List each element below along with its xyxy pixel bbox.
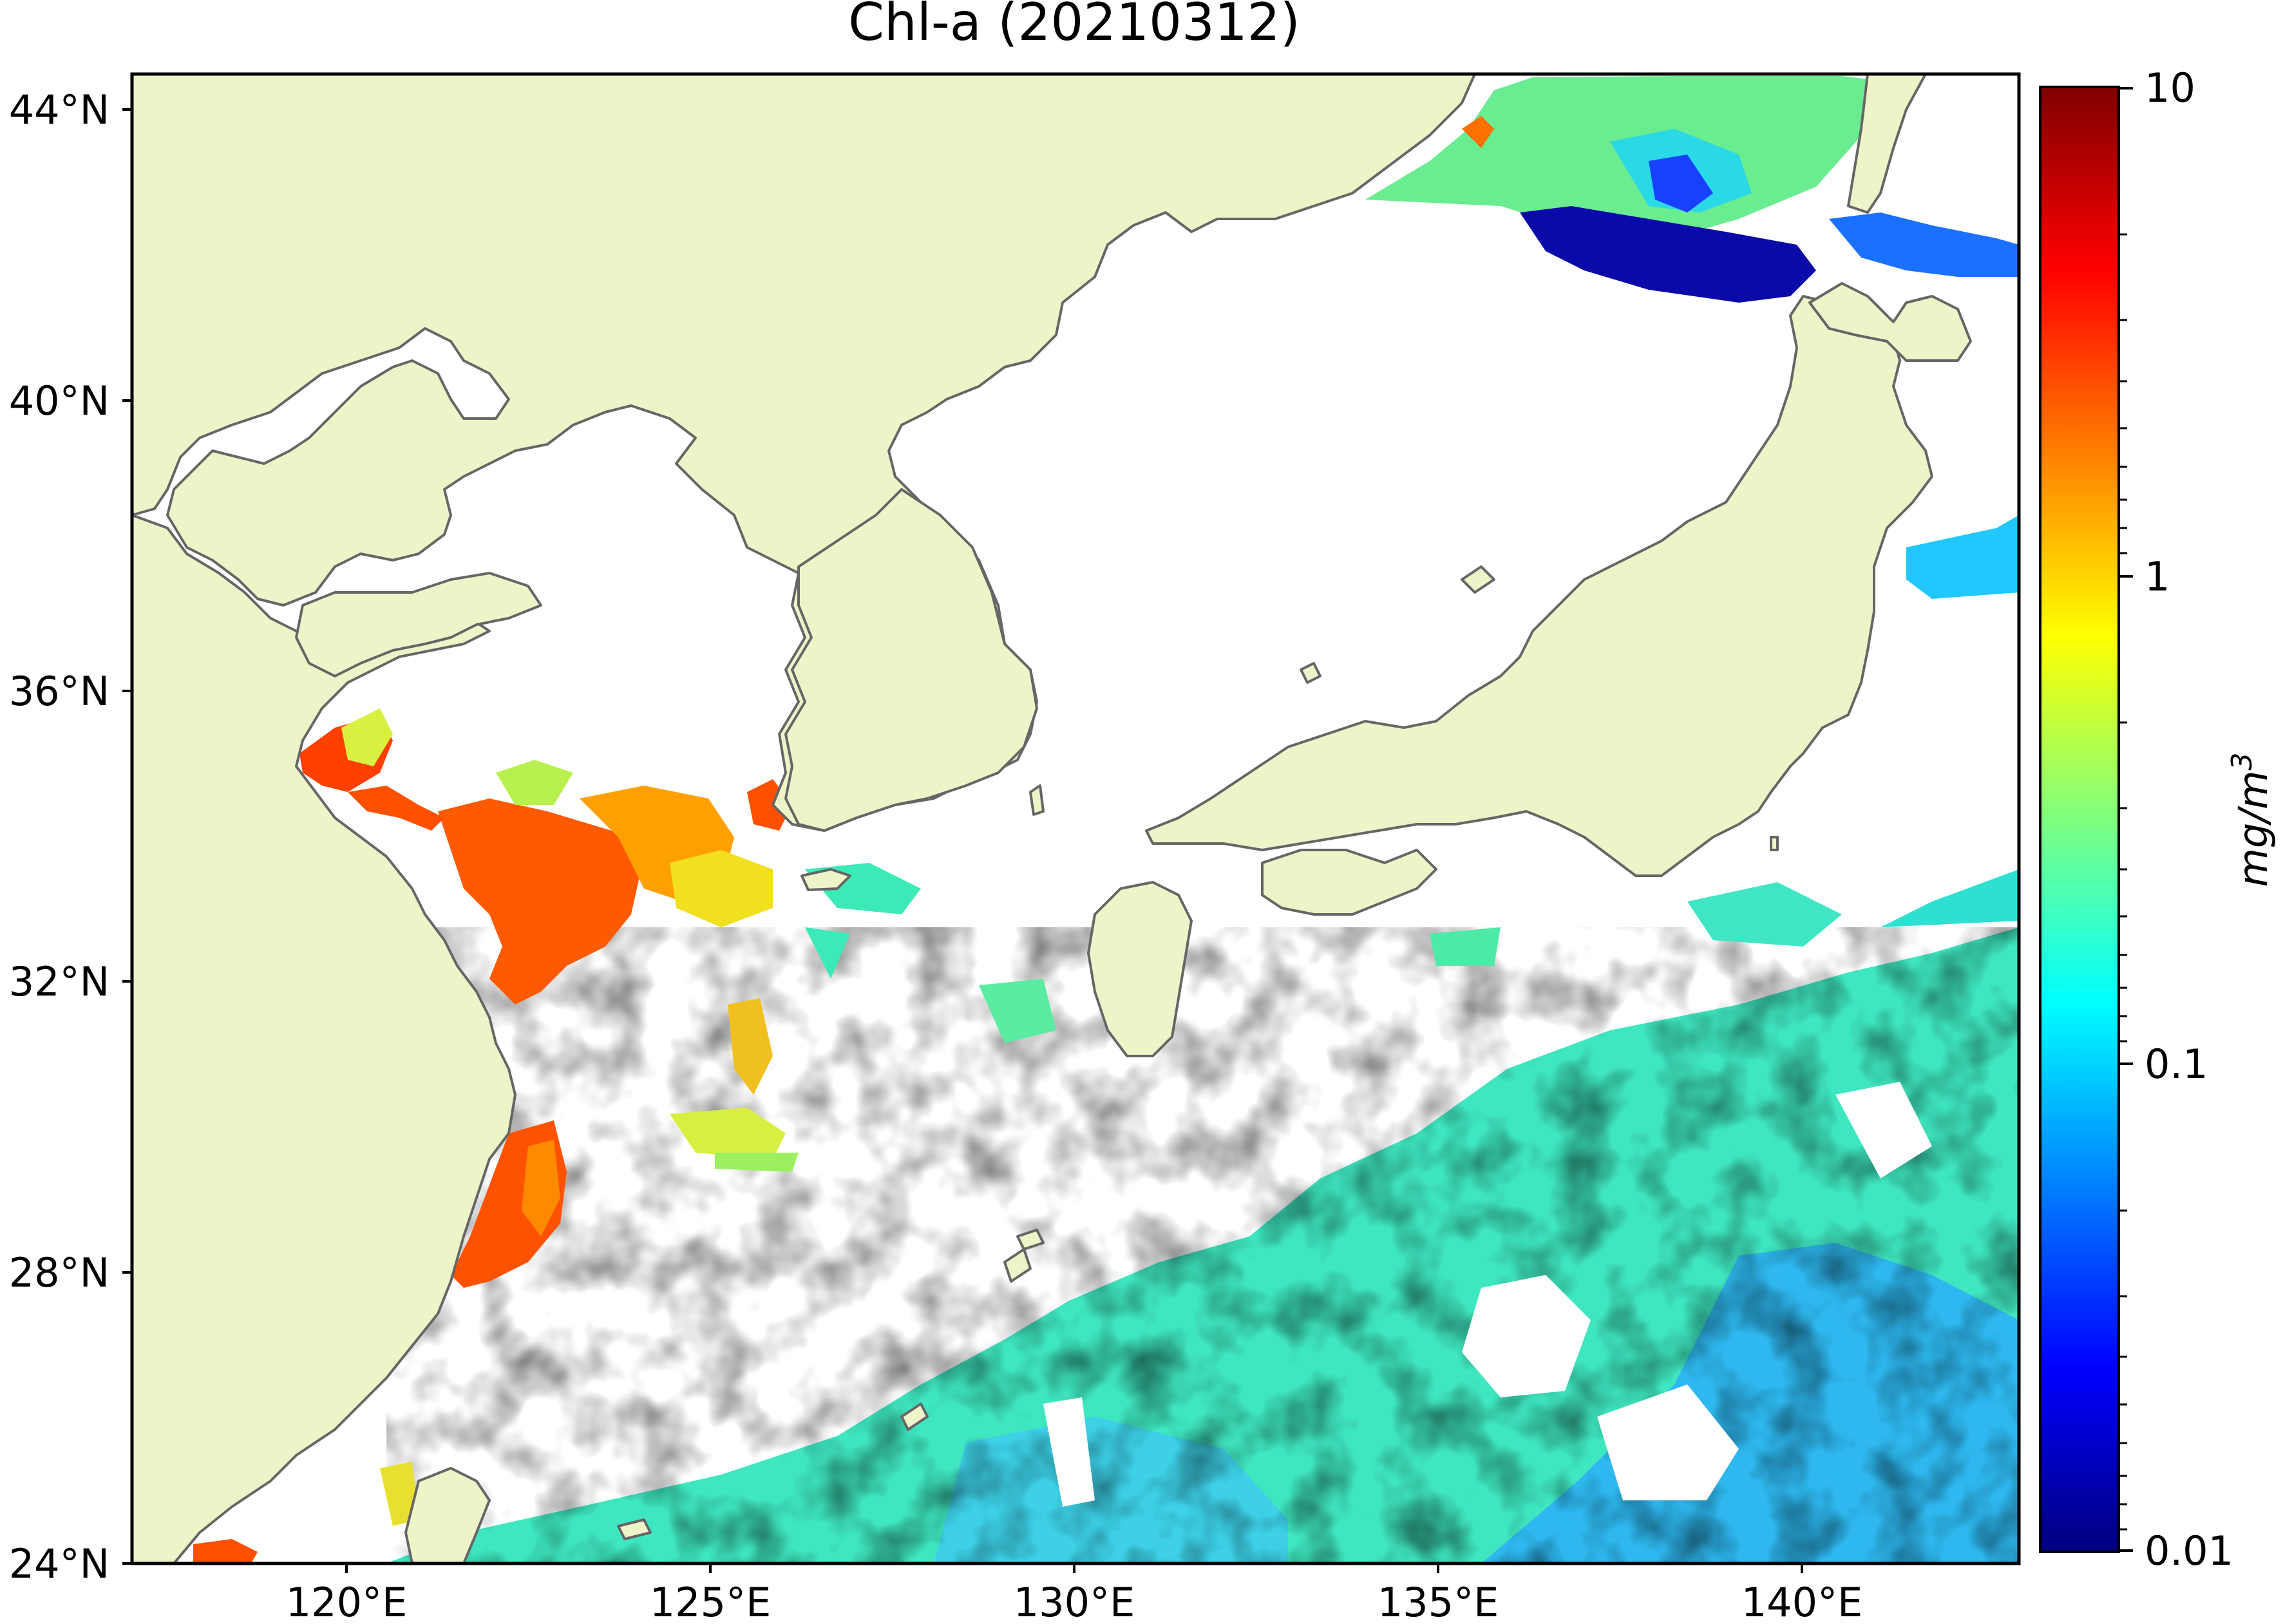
lon-tick-label: 140°E [1741,1579,1863,1624]
land-korea [784,488,1038,832]
lon-tick-label: 130°E [1014,1579,1135,1624]
lon-tick-label: 120°E [286,1579,408,1624]
chl-patch-zhejiang-inner [522,1140,560,1236]
land-asia-mainland [132,74,1476,832]
chl-patch-ecs-2 [979,979,1056,1043]
chl-patch-yellowsea-yellow [670,850,773,927]
colorbar: 10 1 0.1 0.01 mg/m3 [2039,64,2277,1574]
chl-patch-lowchl-north-blue [1649,155,1713,212]
lat-tick-label: 28°N [9,1249,109,1296]
colorbar-tick-label: 0.1 [2145,1041,2208,1088]
chl-patch-pacific-east [1880,869,2019,927]
chl-patch-yangtze-plume [438,798,644,1005]
lat-tick-label: 44°N [9,86,109,133]
map-title: Chl-a (20210312) [848,0,1300,52]
chl-patch-ecs-orange-strips [728,998,773,1095]
lon-axis: 120°E 125°E 130°E 135°E 140°E [286,1563,1863,1624]
colorbar-tick-label: 1 [2145,553,2170,600]
land-sado [1461,565,1495,594]
land-oki [1300,662,1321,684]
chl-patch-fujian-south [193,1539,258,1563]
land-taiwan [404,1467,491,1563]
map-area [132,74,2019,1563]
chl-patch-ecs-3 [805,927,850,979]
chl-patch-shikoku-s [1687,882,1842,947]
land-sakhalin [1847,74,1927,214]
cloud-gap [1835,1082,1932,1178]
chl-patch-primorye-orange [1462,116,1494,148]
lat-tick-label: 32°N [9,958,109,1005]
chl-patch-tatar [1829,212,2019,277]
chl-patch-ecs-yellow [670,1108,786,1159]
chl-patch-shandong-yellow [341,708,393,766]
chlorophyll-field [193,76,2019,1563]
land-hokkaido [1808,282,1972,362]
cloud-texture [386,927,2019,1563]
land-amami [1003,1248,1032,1283]
land-honshu [1145,295,1933,877]
land-shandong [295,572,542,677]
chl-patch-east-honshu [1906,515,2019,599]
colorbar-minor-ticks [2119,233,2127,1531]
land-jeju [800,868,851,891]
lat-tick-label: 40°N [9,377,109,424]
colorbar-tick-label: 0.01 [2145,1527,2233,1574]
lat-tick-label: 24°N [9,1540,109,1587]
land-ryukyu-south [617,1518,652,1540]
chl-patch-yellowsea-ne [496,760,573,805]
land-tsushima [1029,784,1045,816]
chl-patch-japan-s [1430,927,1501,966]
lat-axis: 44°N 40°N 36°N 32°N 28°N 24°N [9,86,132,1587]
cloud-gap [1462,1275,1591,1397]
cloud-gap [1043,1397,1095,1507]
land-yakushima [1016,1229,1045,1251]
land-shikoku [1261,849,1437,916]
colorbar-gradient [2039,86,2120,1553]
lon-tick-label: 125°E [650,1579,772,1624]
chl-patch-taiwan-strait [380,1462,419,1526]
cloud-gap [1597,1384,1739,1500]
land-izu [1770,836,1779,851]
land-kyushu [1087,881,1193,1057]
land [132,74,1972,1563]
chl-patch-lowchl-north [1520,206,1816,303]
chl-patch-jiangsu-coast [348,786,444,831]
colorbar-tick-label: 10 [2145,64,2195,111]
lon-tick-label: 135°E [1378,1579,1499,1624]
colorbar-unit-label: mg/m3 [2226,752,2277,887]
land-okinawa [900,1402,929,1431]
chl-patch-ecs-green [715,1153,799,1172]
lat-tick-label: 36°N [9,668,109,715]
